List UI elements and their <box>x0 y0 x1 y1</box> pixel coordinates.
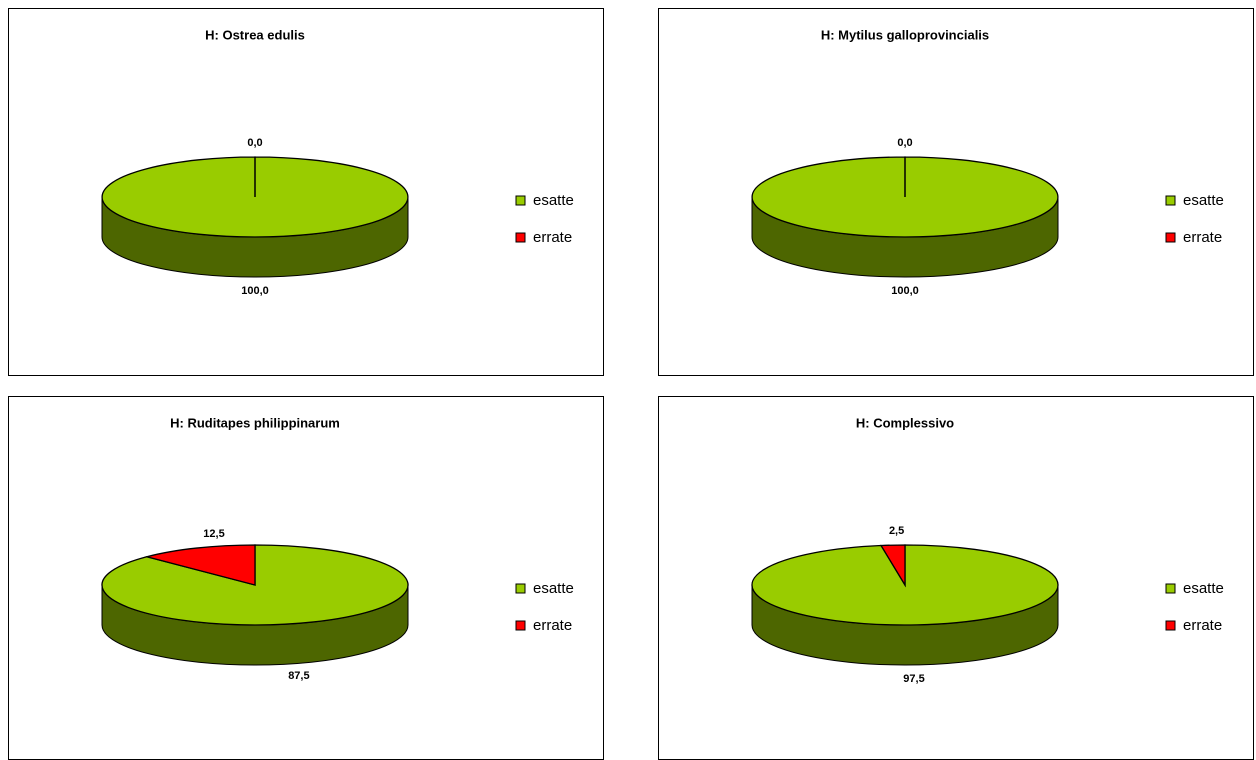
legend-label: esatte <box>533 192 574 209</box>
pie-tops <box>101 544 409 626</box>
pie-slice <box>879 544 906 588</box>
legend-swatch <box>1165 195 1176 206</box>
legend-label: errate <box>533 229 572 246</box>
legend-swatch <box>1165 232 1176 243</box>
legend-swatch <box>1165 620 1176 631</box>
legend-swatch <box>1165 583 1176 594</box>
pie-slice <box>144 544 256 586</box>
legend-label: errate <box>1183 617 1222 634</box>
value-label: 2,5 <box>889 525 904 537</box>
chart-panel: H: Mytilus galloprovincialis 100,0 0,0 esat… <box>658 8 1254 376</box>
value-label: 87,5 <box>288 670 309 682</box>
value-label: 97,5 <box>903 673 924 685</box>
legend-label: errate <box>1183 229 1222 246</box>
legend-swatch <box>515 232 526 243</box>
pie-tops <box>751 544 1059 626</box>
value-label: 100,0 <box>241 285 269 297</box>
value-label: 100,0 <box>891 285 919 297</box>
legend-swatch <box>515 195 526 206</box>
chart-panel: H: Ruditapes philippinarum 87,5 12,5 esatte… <box>8 396 604 760</box>
chart-title: H: Ostrea edulis <box>205 27 305 42</box>
value-label: 0,0 <box>247 137 262 149</box>
chart-title: H: Ruditapes philippinarum <box>170 415 340 430</box>
value-label: 0,0 <box>897 137 912 149</box>
chart-panel: H: Complessivo 97,5 2,5 esatte errate <box>658 396 1254 760</box>
legend-label: esatte <box>1183 580 1224 597</box>
pie-tops <box>101 156 409 238</box>
legend-label: esatte <box>1183 192 1224 209</box>
chart-panel: H: Ostrea edulis 100,0 0,0 esatte errate <box>8 8 604 376</box>
value-label: 12,5 <box>203 528 224 540</box>
legend-label: esatte <box>533 580 574 597</box>
pie-tops <box>751 156 1059 238</box>
legend-swatch <box>515 620 526 631</box>
legend-label: errate <box>533 617 572 634</box>
chart-title: H: Complessivo <box>856 415 954 430</box>
chart-title: H: Mytilus galloprovincialis <box>821 27 989 42</box>
legend-swatch <box>515 583 526 594</box>
